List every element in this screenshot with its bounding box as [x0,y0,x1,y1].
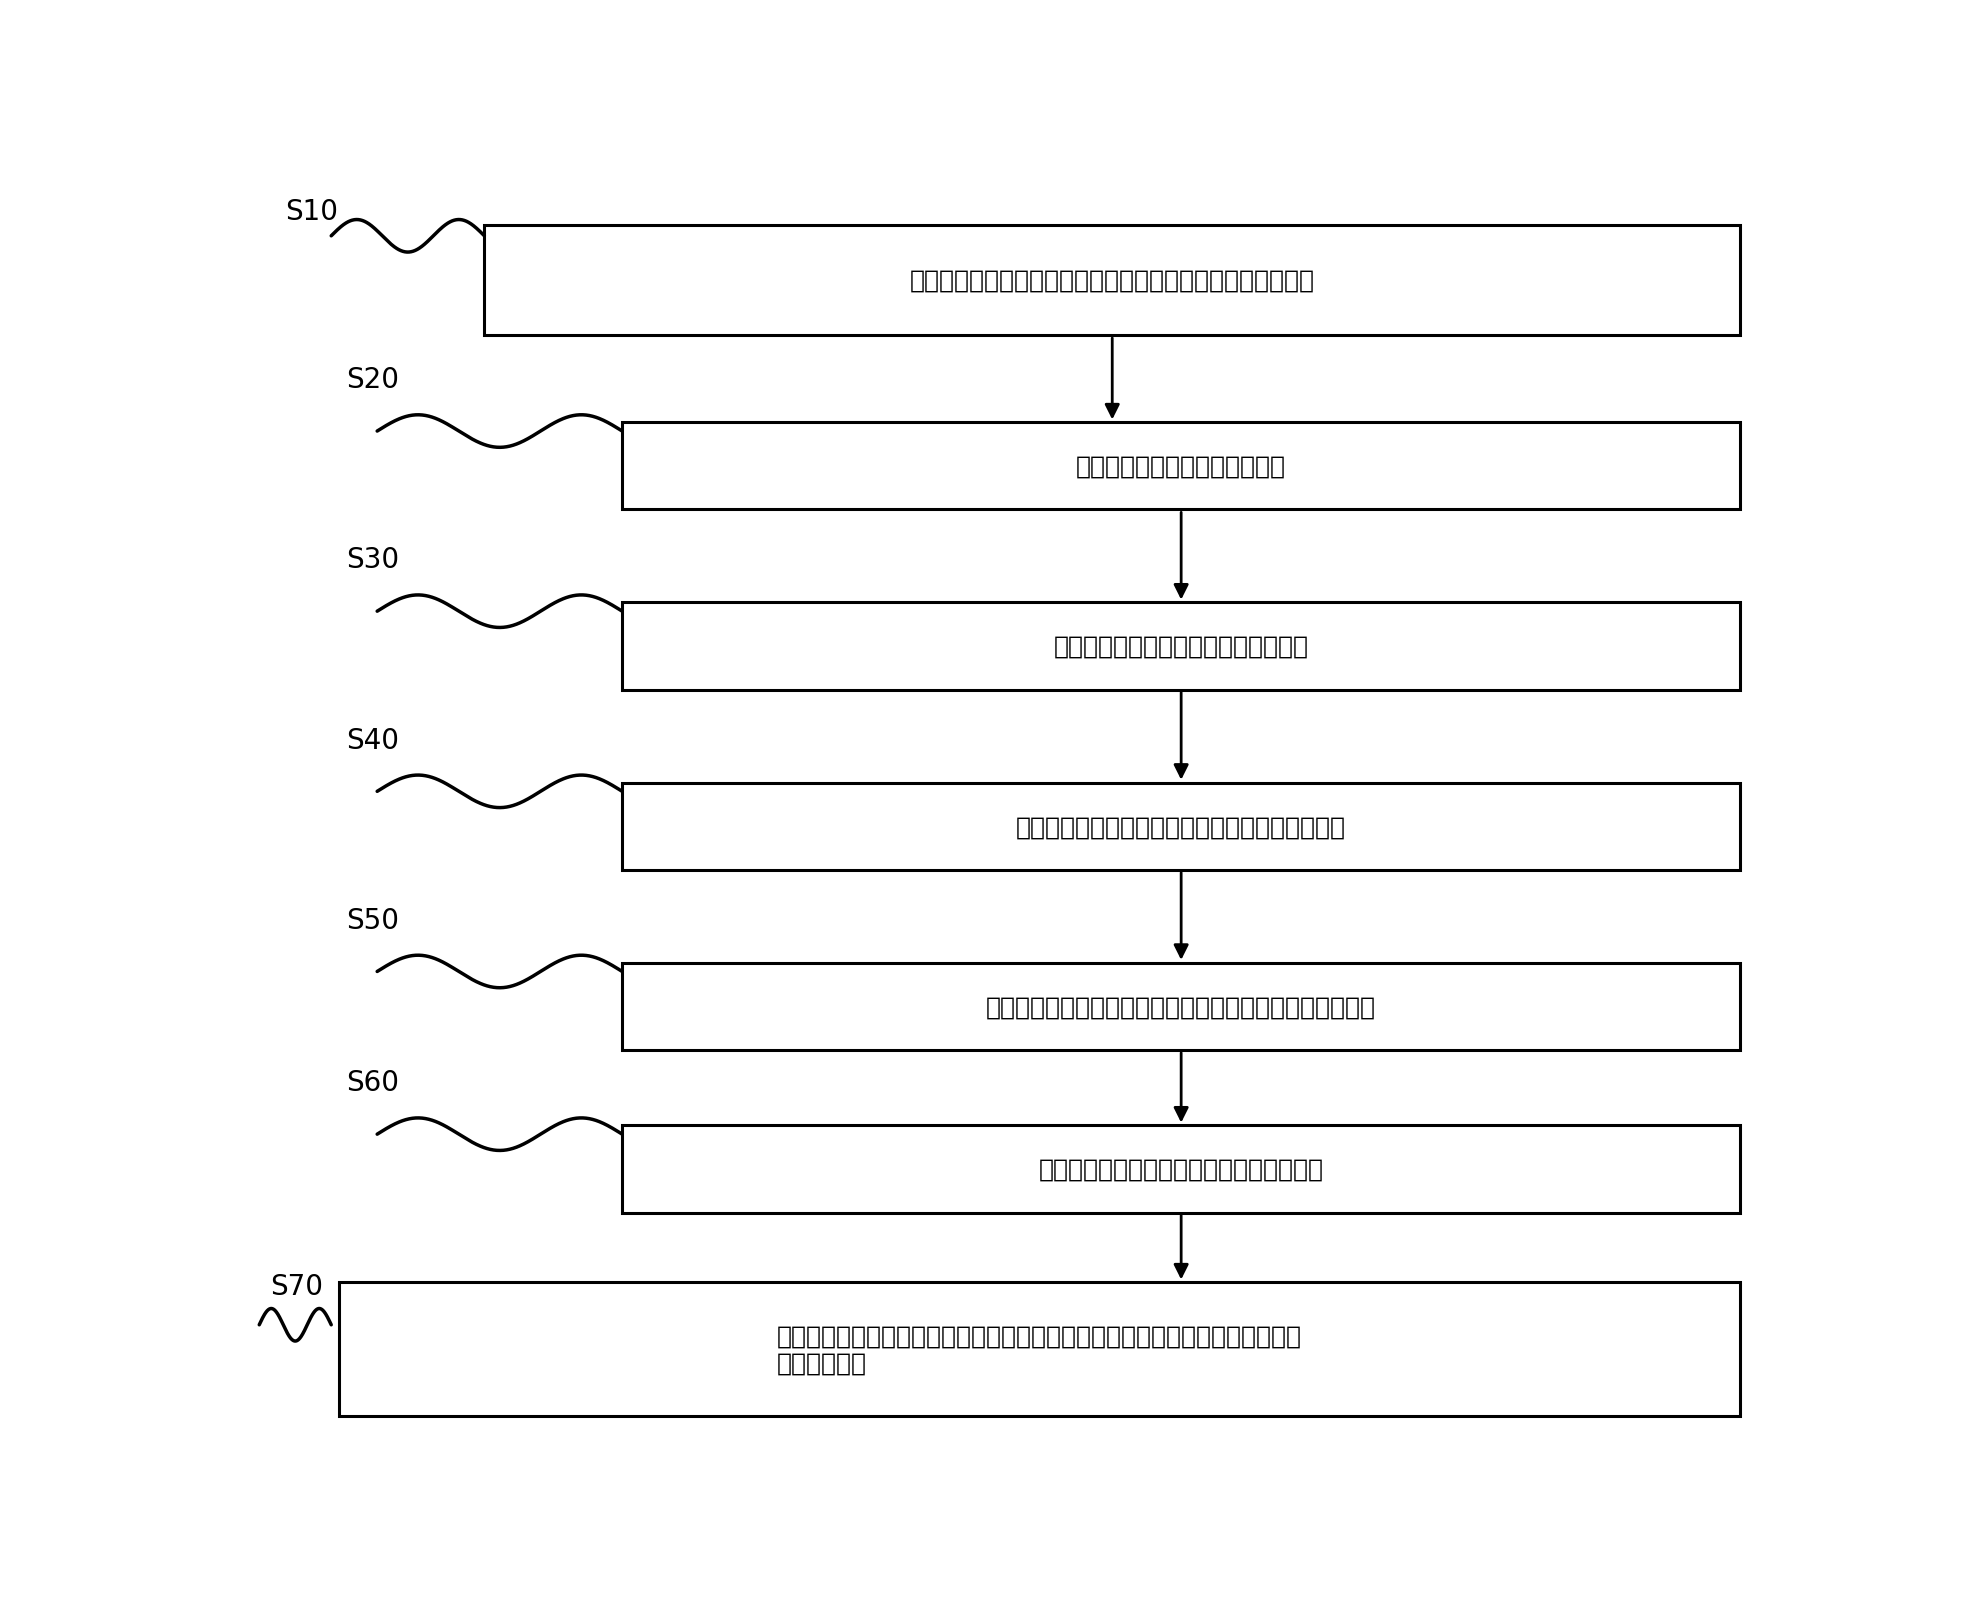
Text: 启动压敏触诊装置探查该异常区域部位: 启动压敏触诊装置探查该异常区域部位 [1053,634,1308,659]
Text: 启动红外热像采集装置对目标人体全面检查，获取其热像信息: 启动红外热像采集装置对目标人体全面检查，获取其热像信息 [909,270,1314,292]
Text: 发现热像异常并锁定该区域部位: 发现热像异常并锁定该区域部位 [1077,455,1286,479]
Text: 分析探得的热像信息对其温度的异常变化作出分析: 分析探得的热像信息对其温度的异常变化作出分析 [1016,815,1346,839]
Text: S40: S40 [346,726,399,754]
Bar [340,1283,1741,1415]
Bar [622,1127,1741,1212]
Text: S10: S10 [285,197,338,226]
Text: S20: S20 [346,366,399,394]
Text: 分析探得的压敏触诊信息对局部是否发生结构改变作出分析: 分析探得的压敏触诊信息对局部是否发生结构改变作出分析 [986,994,1375,1018]
Text: S50: S50 [346,905,399,935]
Text: 结合红外热像信息、压敏触诊结构图像的信息经计算机数据库综合分析后给出提
示性诊断报告: 结合红外热像信息、压敏触诊结构图像的信息经计算机数据库综合分析后给出提 示性诊断… [777,1323,1302,1375]
Text: S60: S60 [346,1068,399,1098]
Bar [622,604,1741,691]
Bar [484,226,1741,336]
Text: S30: S30 [346,546,399,575]
Text: S70: S70 [271,1272,322,1299]
Bar [622,964,1741,1051]
Bar [622,423,1741,510]
Text: 分析异常的结构信息与热像信息的对应关系: 分析异常的结构信息与热像信息的对应关系 [1039,1157,1324,1181]
Bar [622,783,1741,870]
